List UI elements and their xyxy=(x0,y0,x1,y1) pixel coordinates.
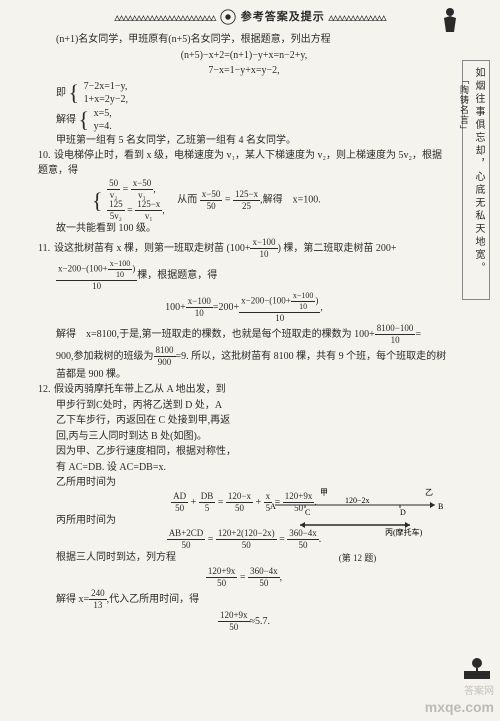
system-1: 即 { 7−2x=1−y, 1+x=2y−2, xyxy=(38,80,450,106)
brace-icon: { xyxy=(69,83,80,103)
p12-t6: 有 AC=DB. 设 AC=DB=x. xyxy=(38,461,450,476)
p11-ans1: 解得 x=8100,于是,第一班取走的棵数，也就是每个班取走的棵数为 100+8… xyxy=(38,324,450,345)
svg-text:120−2x: 120−2x xyxy=(345,496,370,505)
p11-t1: 设这批树苗有 x 棵，则第一班取走树苗 (100+ xyxy=(54,243,250,254)
p10-text: 设电梯停止时，看到 x 级，电梯速度为 v₁，某人下梯速度为 v₂，则上梯速度为… xyxy=(38,150,442,176)
page-header: △△△△△△△△△△△△△△△△△△△△△△△ 参考答案及提示 △△△△△△△△… xyxy=(0,0,500,30)
p10-jie: ,解得 x=100. xyxy=(260,195,321,206)
header-deco-right: △△△△△△△△△△△△△ xyxy=(329,14,386,22)
label-jia: 甲 xyxy=(320,488,328,497)
diagram-caption: (第 12 题) xyxy=(270,551,445,564)
p12-t2: 甲步行到C处时，丙将乙送到 D 处，A xyxy=(38,399,268,414)
p12-num: 12. xyxy=(38,383,54,398)
sys2-row1: x=5, xyxy=(94,107,112,120)
p12-t4: 回,丙与三人同时到达 B 处(如图)。 xyxy=(38,430,268,445)
p10-ans: 故一共能看到 100 级。 xyxy=(38,222,450,237)
svg-text:丙(摩托车): 丙(摩托车) xyxy=(385,527,423,537)
jiede-label: 解得 xyxy=(56,114,76,125)
svg-text:C: C xyxy=(305,508,310,517)
header-emblem-icon xyxy=(219,8,237,26)
p12-t5: 因为甲、乙步行速度相同，根据对称性， xyxy=(38,445,268,460)
brace-icon: { xyxy=(92,191,103,211)
eq-line-1: (n+5)−x+2=(n+1)−y+x=n−2+y, xyxy=(38,49,450,64)
p10-sys1: 50v₂ = x−50v₁, xyxy=(107,179,165,200)
header-title: 参考答案及提示 xyxy=(241,11,325,23)
p11-ans3: 苗都是 900 棵。 xyxy=(38,368,450,383)
p12-final: 120+9x50≈5.7. xyxy=(38,611,450,632)
problem-12-diagram: 甲 乙 A C D B 120−2x 丙(摩托车) (第 12 题) xyxy=(270,482,445,547)
sys1-row2: 1+x=2y−2, xyxy=(84,93,128,106)
problem-10: 10.设电梯停止时，看到 x 级，电梯速度为 v₁，某人下梯速度为 v₂，则上梯… xyxy=(38,149,450,178)
p12-t1: 假设丙骑摩托车带上乙从 A 地出发，到 xyxy=(54,384,226,395)
svg-text:A: A xyxy=(270,502,276,511)
p11-t2: ) 棵，第二班取走树苗 200+ xyxy=(278,243,397,254)
p11-ans2: 900,参加栽树的班级为8100900=9. 所以，这批树苗有 8100 棵，共… xyxy=(38,346,450,367)
eq-line-2: 7−x=1−y+x=y−2, xyxy=(38,64,450,79)
ji-label: 即 xyxy=(56,87,66,98)
header-deco-left: △△△△△△△△△△△△△△△△△△△△△△△ xyxy=(114,14,215,22)
p10-mid: 从而 xyxy=(177,195,197,206)
corner-figure-icon xyxy=(462,651,492,681)
quote-text: 如烟往事俱忘却，心底无私天地宽。 xyxy=(473,67,484,275)
p12-eq3: 120+9x50 = 360−4x50, xyxy=(38,567,450,588)
problem-12: 12.假设丙骑摩托车带上乙从 A 地出发，到 xyxy=(38,383,450,398)
problem-11: 11.设这批树苗有 x 棵，则第一班取走树苗 (100+x−10010) 棵，第… xyxy=(38,238,450,259)
p10-num: 10. xyxy=(38,149,54,164)
p11-line2: x−200−(100+x−10010)10棵，根据题意，得 xyxy=(38,260,450,291)
quote-author: 「陶铸名言」 xyxy=(459,75,469,135)
watermark-site: 答案网 xyxy=(464,682,494,697)
p10-system: { 50v₂ = x−50v₁, 1255v₂ = 125−xv₁, 从而 x−… xyxy=(38,179,450,221)
svg-text:D: D xyxy=(400,508,406,517)
p11-num: 11. xyxy=(38,242,54,257)
p11-main-eq: 100+x−10010=200+x−200−(100+x−10010)10, xyxy=(38,292,450,323)
label-yi: 乙 xyxy=(425,488,433,497)
watermark-url: mxqe.com xyxy=(425,699,494,715)
header-figure-icon xyxy=(438,6,462,34)
p11-l2c: 棵，根据题意，得 xyxy=(137,270,217,281)
intro-line: (n+1)名女同学，甲班原有(n+5)名女同学，根据题意，列出方程 xyxy=(38,33,450,48)
p12-t3: 乙下车步行，丙返回在 C 处接到甲,再返 xyxy=(38,414,268,429)
sys2-row2: y=4. xyxy=(94,120,112,133)
ans-line-1: 甲班第一组有 5 名女同学，乙班第一组有 4 名女同学。 xyxy=(38,134,450,149)
p12-t10: 解得 x=24013,代入乙所用时间，得 xyxy=(38,589,450,610)
brace-icon: { xyxy=(79,110,90,130)
sidebar-quote: 如烟往事俱忘却，心底无私天地宽。 「陶铸名言」 xyxy=(462,60,490,300)
p10-sys2: 1255v₂ = 125−xv₁, xyxy=(107,200,165,221)
sys1-row1: 7−2x=1−y, xyxy=(84,80,128,93)
system-2: 解得 { x=5, y=4. xyxy=(38,107,450,133)
svg-text:B: B xyxy=(438,502,443,511)
